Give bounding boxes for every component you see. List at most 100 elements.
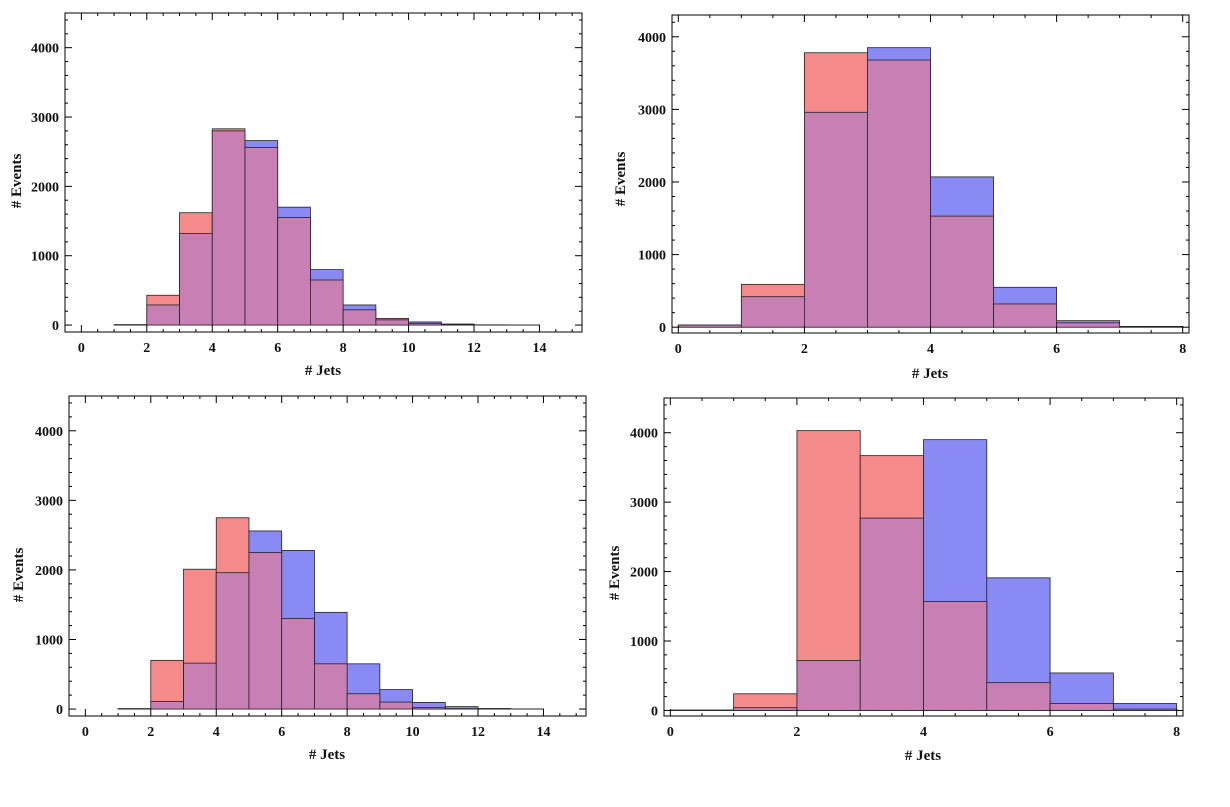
- x-tick-label: 12: [467, 341, 481, 356]
- x-tick-label: 2: [143, 341, 150, 356]
- overlap-bar: [1049, 703, 1114, 711]
- x-tick-label: 14: [536, 725, 550, 740]
- overlap-bar: [867, 59, 931, 328]
- y-tick-label: 0: [52, 319, 59, 334]
- x-axis: 0 2 4 6 8: [675, 15, 1186, 357]
- overlap-bar: [733, 707, 798, 711]
- x-axis: 0 2 4 6 8: [667, 398, 1180, 740]
- x-tick-label: 8: [340, 341, 347, 356]
- y-tick-label: 4000: [31, 42, 59, 57]
- overlap-bar: [183, 662, 217, 710]
- y-axis-title: # Events: [607, 546, 623, 601]
- x-tick-label: 6: [278, 725, 285, 740]
- y-tick-label: 4000: [35, 425, 63, 440]
- overlap-bar: [804, 111, 868, 328]
- histogram-panel-4: 0 2 4 6 8 0 1000 2000 3000 4000 # Jets # Events: [607, 397, 1184, 764]
- x-tick-label: 10: [406, 725, 420, 740]
- overlap-bar: [440, 324, 475, 326]
- x-tick-label: 0: [667, 725, 674, 740]
- x-tick-label: 6: [1053, 342, 1060, 357]
- overlap-bar: [211, 130, 246, 326]
- x-tick-label: 2: [793, 725, 800, 740]
- x-tick-label: 8: [1173, 725, 1180, 740]
- overlap-bar: [150, 700, 184, 710]
- y-tick-label: 0: [651, 704, 658, 719]
- x-tick-label: 0: [82, 725, 89, 740]
- histogram-panel-1: 0 2 4 6 8 10 12 14 0 1000 2000 3000 4000 # Jets # Even…: [9, 12, 583, 379]
- overlap-bar: [1112, 708, 1178, 711]
- x-tick-label: 4: [209, 341, 216, 356]
- overlap-bar: [346, 693, 381, 710]
- y-tick-label: 3000: [638, 103, 666, 118]
- y-tick-label: 1000: [630, 635, 658, 650]
- y-tick-label: 2000: [31, 180, 59, 195]
- y-axis-title: # Events: [11, 548, 27, 603]
- overlap-bar: [408, 322, 442, 326]
- y-axis: 0 1000 2000 3000 4000: [35, 402, 586, 718]
- histogram-panel-2: 0 2 4 6 8 0 1000 2000 3000 4000 # Jets # Events: [613, 14, 1190, 382]
- overlap-bar: [215, 572, 250, 710]
- histogram-panel-3: 0 2 4 6 8 10 12 14 0 1000 2000 3000 4000 # Jets # Even…: [11, 395, 587, 763]
- x-tick-label: 0: [675, 342, 682, 357]
- x-tick-label: 6: [1047, 725, 1054, 740]
- y-tick-label: 4000: [630, 427, 658, 442]
- overlap-bar: [1119, 326, 1184, 328]
- overlap-bar: [986, 682, 1051, 711]
- x-axis: 0 2 4 6 8 10 12 14: [68, 396, 577, 740]
- overlap-bar: [379, 701, 413, 710]
- overlap-bar: [1056, 322, 1121, 328]
- x-tick-label: 4: [927, 342, 934, 357]
- series-a-bar: [150, 659, 184, 710]
- x-axis: 0 2 4 6 8 10 12 14: [64, 13, 573, 356]
- y-axis: 0 1000 2000 3000 4000: [630, 404, 1183, 719]
- x-tick-label: 4: [213, 725, 220, 740]
- x-tick-label: 8: [1179, 342, 1186, 357]
- overlap-bar: [277, 217, 311, 326]
- overlap-bar: [740, 296, 805, 328]
- y-axis-title: # Events: [613, 152, 629, 207]
- overlap-bar: [796, 660, 861, 711]
- overlap-bars: [669, 517, 1178, 711]
- overlap-bar: [375, 319, 409, 326]
- overlap-bar: [342, 309, 377, 326]
- y-axis-title: # Events: [9, 154, 25, 209]
- overlap-bars: [113, 130, 540, 326]
- y-tick-label: 4000: [638, 31, 666, 46]
- x-tick-label: 12: [471, 725, 485, 740]
- overlap-bars: [677, 59, 1184, 328]
- x-tick-label: 6: [274, 341, 281, 356]
- overlap-bar: [923, 601, 988, 711]
- y-tick-label: 0: [659, 321, 666, 336]
- x-tick-label: 14: [532, 341, 546, 356]
- y-tick-label: 2000: [35, 564, 63, 579]
- y-tick-label: 3000: [35, 494, 63, 509]
- overlap-bar: [281, 618, 315, 710]
- overlap-bar: [314, 663, 348, 710]
- x-tick-label: 4: [920, 725, 927, 740]
- y-tick-label: 2000: [630, 566, 658, 581]
- y-tick-label: 0: [56, 703, 63, 718]
- x-axis-title: # Jets: [912, 366, 948, 382]
- overlap-bar: [677, 324, 742, 328]
- y-tick-label: 3000: [630, 496, 658, 511]
- overlap-bar: [146, 304, 180, 326]
- y-tick-label: 1000: [31, 250, 59, 265]
- x-tick-label: 2: [147, 725, 154, 740]
- overlap-bar: [859, 517, 924, 711]
- y-tick-label: 1000: [35, 633, 63, 648]
- y-axis: 0 1000 2000 3000 4000: [31, 19, 582, 334]
- x-tick-label: 8: [344, 725, 351, 740]
- x-axis-title: # Jets: [905, 748, 941, 764]
- y-tick-label: 1000: [638, 249, 666, 264]
- overlap-bar: [930, 215, 994, 328]
- overlap-bars: [117, 552, 544, 710]
- x-tick-label: 10: [402, 341, 416, 356]
- overlap-bar: [248, 552, 283, 710]
- x-tick-label: 2: [801, 342, 808, 357]
- y-axis: 0 1000 2000 3000 4000: [638, 21, 1189, 336]
- x-tick-label: 0: [78, 341, 85, 356]
- x-axis-title: # Jets: [309, 747, 345, 763]
- y-tick-label: 3000: [31, 111, 59, 126]
- overlap-bar: [412, 707, 446, 710]
